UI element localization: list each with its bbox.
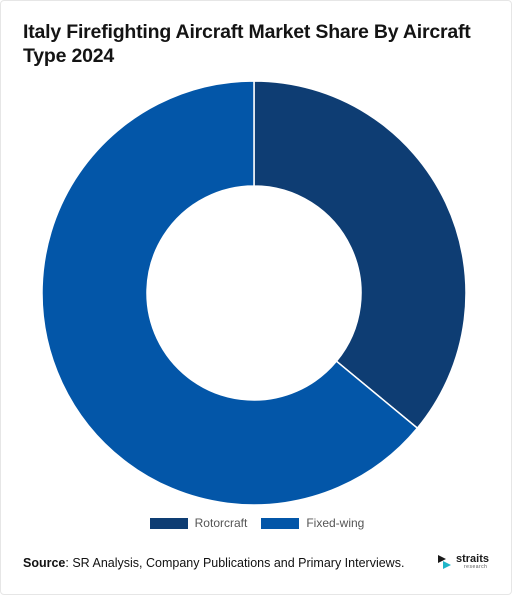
source-label: Source [23, 556, 66, 570]
chart-legend: Rotorcraft Fixed-wing [0, 516, 514, 530]
legend-swatch-fixed-wing [261, 517, 300, 529]
legend-item-fixed-wing: Fixed-wing [261, 516, 364, 530]
legend-swatch-rotorcraft [149, 517, 188, 529]
straits-research-logo: straits research [437, 553, 489, 571]
source-text: : SR Analysis, Company Publications and … [65, 556, 405, 570]
logo-subtext: research [464, 564, 488, 570]
legend-label-fixed-wing: Fixed-wing [306, 516, 365, 530]
chart-title: Italy Firefighting Aircraft Market Share… [23, 21, 471, 67]
straits-logo-icon [438, 555, 451, 569]
legend-label-rotorcraft: Rotorcraft [194, 516, 248, 530]
source-note: Source: SR Analysis, Company Publication… [23, 556, 404, 570]
slice-fixed-wing [41, 80, 419, 506]
legend-item-rotorcraft: Rotorcraft [149, 516, 248, 530]
logo-wordmark: straits [456, 553, 490, 565]
slice-rotorcraft [253, 80, 467, 430]
